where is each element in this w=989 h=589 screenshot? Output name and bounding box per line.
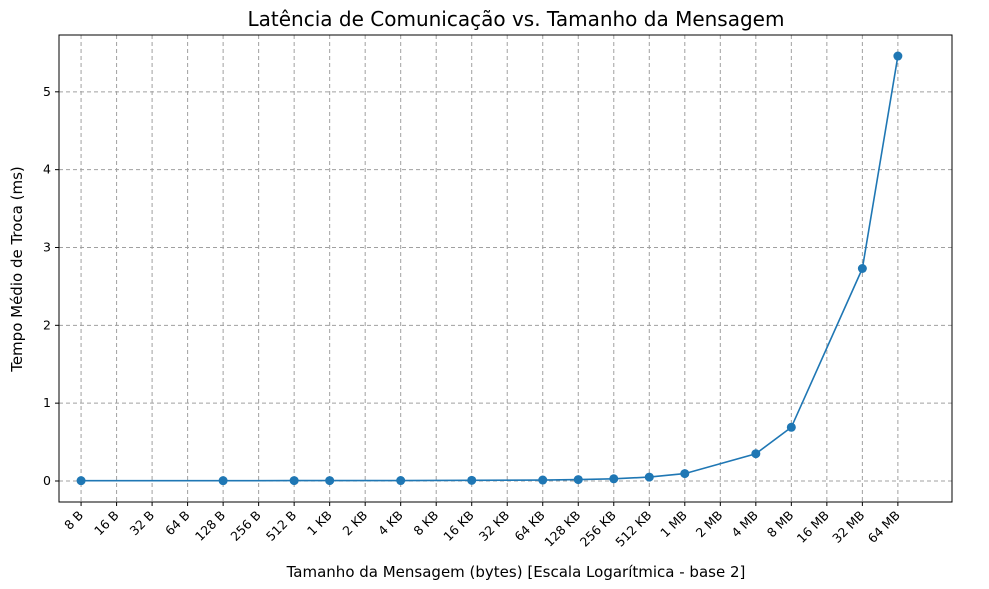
series-points (76, 51, 903, 486)
data-point (573, 475, 583, 485)
x-tick-label: 16 MB (794, 508, 832, 546)
data-point (325, 476, 335, 486)
y-axis: 0 1 2 3 4 5 (43, 84, 59, 488)
x-tick-label: 128 B (192, 508, 228, 544)
y-axis-label: Tempo Médio de Troca (ms) (8, 166, 26, 373)
x-tick-label: 32 B (126, 508, 157, 539)
series-line (81, 55, 899, 482)
x-tick-label: 128 KB (541, 508, 583, 550)
x-tick-label: 512 KB (612, 508, 654, 550)
data-point (609, 474, 619, 484)
x-tick-label: 1 KB (304, 508, 335, 539)
x-tick-label: 64 MB (865, 508, 903, 546)
x-tick-label: 8 MB (764, 508, 797, 541)
x-tick-label: 8 KB (410, 508, 441, 539)
x-tick-label: 32 MB (829, 508, 867, 546)
x-tick-label: 2 MB (693, 508, 726, 541)
y-tick-label: 0 (43, 473, 51, 488)
x-tick-label: 512 B (263, 508, 299, 544)
x-axis-label: Tamanho da Mensagem (bytes) [Escala Loga… (286, 563, 746, 581)
y-tick-label: 3 (43, 239, 51, 254)
data-point (644, 472, 654, 482)
x-tick-label: 4 KB (375, 508, 406, 539)
x-tick-label: 1 MB (657, 508, 690, 541)
data-point (76, 476, 86, 486)
x-tick-label: 16 KB (440, 508, 477, 545)
data-point (396, 476, 406, 486)
data-point (751, 449, 761, 459)
plot-frame (58, 34, 953, 503)
data-point (893, 51, 903, 61)
chart-title: Latência de Comunicação vs. Tamanho da M… (248, 7, 785, 31)
grid (59, 35, 952, 502)
x-tick-label: 256 B (227, 508, 263, 544)
data-point (538, 475, 548, 485)
data-point (467, 475, 477, 485)
y-tick-label: 4 (43, 162, 51, 177)
data-point (857, 264, 867, 273)
y-tick-label: 2 (43, 317, 51, 332)
x-tick-label: 64 B (162, 508, 193, 539)
data-point (289, 476, 299, 486)
x-tick-label: 256 KB (577, 508, 619, 550)
x-tick-label: 16 B (91, 508, 122, 539)
x-tick-label: 8 B (61, 508, 86, 533)
x-tick-label: 2 KB (339, 508, 370, 539)
data-point (218, 476, 228, 486)
x-tick-label: 32 KB (476, 508, 513, 545)
y-tick-label: 5 (43, 84, 51, 99)
data-point (786, 422, 796, 432)
data-point (680, 469, 690, 479)
x-tick-label: 4 MB (728, 508, 761, 541)
y-tick-label: 1 (43, 395, 51, 410)
